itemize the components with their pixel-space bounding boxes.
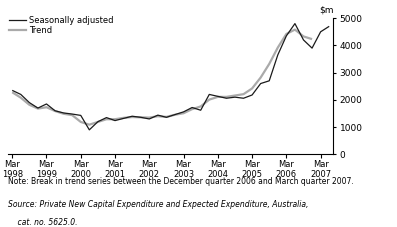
Trend: [250, 87, 254, 90]
Seasonally adjusted: [44, 103, 49, 105]
Trend: [198, 105, 203, 108]
Seasonally adjusted: [276, 54, 280, 56]
Seasonally adjusted: [284, 35, 289, 37]
Trend: [44, 106, 49, 109]
Seasonally adjusted: [36, 107, 40, 109]
Trend: [164, 116, 169, 118]
Line: Seasonally adjusted: Seasonally adjusted: [12, 24, 329, 130]
Trend: [241, 93, 246, 96]
Trend: [207, 98, 212, 101]
Legend: Seasonally adjusted, Trend: Seasonally adjusted, Trend: [9, 15, 114, 35]
Seasonally adjusted: [147, 118, 152, 120]
Seasonally adjusted: [198, 109, 203, 112]
Trend: [173, 113, 177, 116]
Trend: [27, 104, 32, 106]
Seasonally adjusted: [53, 109, 58, 112]
Seasonally adjusted: [173, 113, 177, 116]
Trend: [70, 114, 75, 116]
Seasonally adjusted: [87, 128, 92, 131]
Trend: [96, 121, 100, 123]
Seasonally adjusted: [130, 115, 135, 118]
Trend: [276, 46, 280, 49]
Seasonally adjusted: [10, 89, 15, 92]
Seasonally adjusted: [301, 39, 306, 41]
Trend: [18, 96, 23, 99]
Seasonally adjusted: [207, 93, 212, 96]
Trend: [233, 94, 237, 97]
Trend: [301, 35, 306, 38]
Seasonally adjusted: [267, 79, 272, 82]
Trend: [138, 116, 143, 119]
Trend: [284, 33, 289, 35]
Trend: [36, 107, 40, 110]
Seasonally adjusted: [224, 97, 229, 100]
Seasonally adjusted: [70, 113, 75, 115]
Trend: [147, 116, 152, 119]
Seasonally adjusted: [27, 101, 32, 104]
Trend: [190, 108, 195, 111]
Trend: [10, 91, 15, 94]
Trend: [61, 112, 66, 115]
Seasonally adjusted: [233, 96, 237, 99]
Text: Source: Private New Capital Expenditure and Expected Expenditure, Australia,: Source: Private New Capital Expenditure …: [8, 200, 308, 209]
Trend: [53, 110, 58, 112]
Seasonally adjusted: [156, 114, 160, 116]
Trend: [267, 63, 272, 65]
Seasonally adjusted: [78, 114, 83, 117]
Trend: [87, 123, 92, 126]
Seasonally adjusted: [216, 95, 220, 98]
Trend: [121, 116, 126, 119]
Seasonally adjusted: [293, 22, 297, 25]
Trend: [293, 28, 297, 31]
Seasonally adjusted: [113, 119, 118, 122]
Seasonally adjusted: [96, 120, 100, 123]
Seasonally adjusted: [121, 117, 126, 120]
Seasonally adjusted: [250, 94, 254, 96]
Seasonally adjusted: [241, 97, 246, 100]
Seasonally adjusted: [190, 106, 195, 109]
Line: Trend: Trend: [12, 30, 312, 125]
Trend: [216, 96, 220, 98]
Trend: [224, 96, 229, 98]
Trend: [130, 116, 135, 118]
Seasonally adjusted: [318, 30, 323, 33]
Seasonally adjusted: [181, 111, 186, 113]
Seasonally adjusted: [164, 116, 169, 119]
Seasonally adjusted: [258, 82, 263, 85]
Trend: [78, 121, 83, 123]
Text: Note: Break in trend series between the December quarter 2006 and March quarter : Note: Break in trend series between the …: [8, 177, 354, 186]
Trend: [113, 118, 118, 121]
Seasonally adjusted: [327, 25, 331, 28]
Trend: [104, 118, 109, 121]
Text: $m: $m: [319, 5, 333, 14]
Text: cat. no. 5625.0.: cat. no. 5625.0.: [8, 218, 77, 227]
Seasonally adjusted: [61, 112, 66, 114]
Trend: [156, 115, 160, 118]
Seasonally adjusted: [104, 116, 109, 119]
Seasonally adjusted: [18, 93, 23, 96]
Trend: [310, 38, 314, 40]
Seasonally adjusted: [138, 116, 143, 119]
Trend: [181, 112, 186, 115]
Trend: [258, 76, 263, 79]
Seasonally adjusted: [310, 47, 314, 49]
